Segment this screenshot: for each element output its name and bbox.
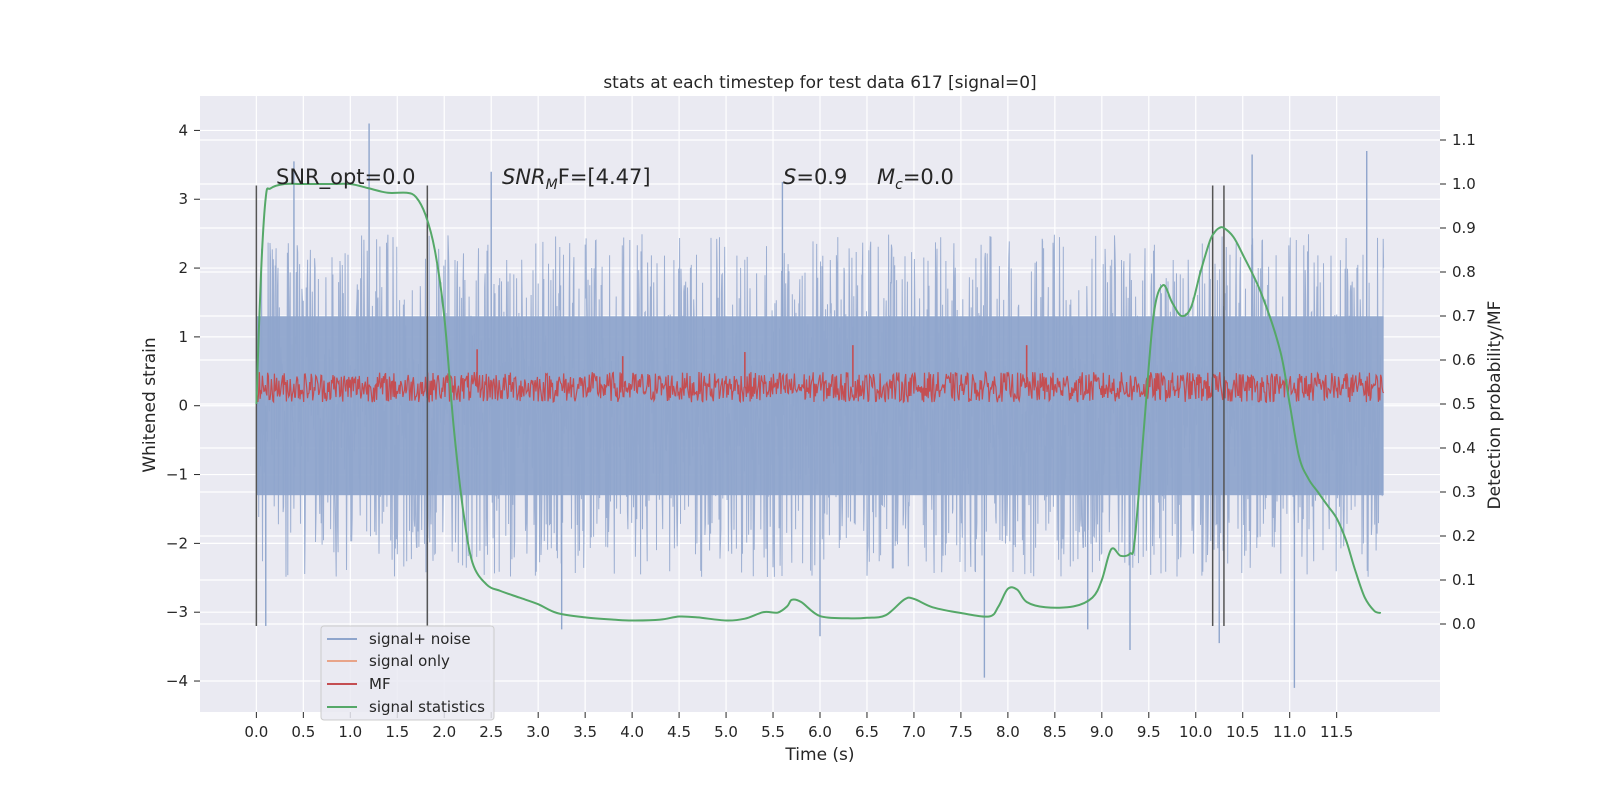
y-tick-label-right: 1.0 [1452, 175, 1476, 193]
annotation-mc-main: M [877, 165, 895, 189]
x-tick-label: 6.0 [808, 723, 832, 741]
annotation-mc-rest: =0.0 [903, 165, 954, 189]
y-tick-label-right: 0.8 [1452, 263, 1476, 281]
y-tick-label-right: 0.1 [1452, 571, 1476, 589]
x-tick-label: 0.0 [244, 723, 268, 741]
y-tick-label: −1 [166, 466, 188, 484]
annotation-snr-mf-main: SNR [502, 165, 546, 189]
x-tick-label: 11.5 [1320, 723, 1353, 741]
x-tick-label: 2.5 [479, 723, 503, 741]
y-tick-label: 2 [178, 259, 188, 277]
x-axis-label: Time (s) [784, 745, 854, 765]
x-tick-label: 4.5 [667, 723, 691, 741]
y-tick-label: −4 [166, 672, 188, 690]
annotation-snr-mf-sub: M [546, 177, 558, 193]
y-tick-label: 1 [178, 328, 188, 346]
y-tick-label-right: 0.3 [1452, 483, 1476, 501]
annotation-mc-sub: c [895, 177, 903, 193]
x-tick-label: 6.5 [855, 723, 879, 741]
y-tick-label-right: 0.5 [1452, 395, 1476, 413]
y-tick-label-right: 0.9 [1452, 219, 1476, 237]
legend-box [320, 625, 495, 721]
series-layer [255, 123, 1385, 688]
annotation-snr-mf: SNRMF=[4.47] [502, 165, 651, 193]
y-tick-label-right: 0.7 [1452, 307, 1476, 325]
chart-title: stats at each timestep for test data 617… [603, 73, 1036, 93]
annotation-snr-opt: SNR_opt=0.0 [276, 165, 416, 190]
series-mf-line [255, 370, 1385, 404]
legend: signal+ noise signal only MF signal stat… [320, 625, 495, 721]
axes-layer: 0.0 0.5 1.0 1.5 2.0 2.5 3.0 3.5 4.0 4.5 5.0 5.5 6.0 6… [166, 121, 1476, 741]
annotation-s-main: S [783, 165, 796, 189]
x-tick-label: 0.5 [291, 723, 315, 741]
y-tick-label: 3 [178, 190, 188, 208]
legend-label-mf: MF [369, 675, 391, 693]
y-tick-label: 4 [178, 121, 188, 139]
series-signal-statistics-line [255, 182, 1382, 622]
x-tick-label: 7.5 [949, 723, 973, 741]
annotations: SNR_opt=0.0 SNRMF=[4.47] S=0.9 Mc=0.0 [276, 165, 954, 193]
y-tick-label-right: 1.1 [1452, 131, 1476, 149]
x-tick-label: 4.0 [620, 723, 644, 741]
annotation-snr-mf-rest: F=[4.47] [558, 165, 651, 189]
annotation-mc: Mc=0.0 [877, 165, 954, 193]
y-tick-label-right: 0.2 [1452, 527, 1476, 545]
y-axis-label: Whitened strain [140, 337, 160, 472]
annotation-s-rest: =0.9 [796, 165, 847, 189]
annotation-s: S=0.9 [783, 165, 847, 189]
x-tick-label: 5.5 [761, 723, 785, 741]
x-tick-label: 11.0 [1273, 723, 1306, 741]
y-tick-label-right: 0.0 [1452, 615, 1476, 633]
x-tick-label: 3.0 [526, 723, 550, 741]
x-tick-label: 1.5 [385, 723, 409, 741]
x-tick-label: 1.0 [338, 723, 362, 741]
y-tick-label-right: 0.4 [1452, 439, 1476, 457]
x-tick-label: 2.0 [432, 723, 456, 741]
y-tick-label: 0 [178, 397, 188, 415]
legend-label-signal-only: signal only [369, 652, 450, 670]
y-tick-label: −2 [166, 534, 188, 552]
x-tick-label: 9.0 [1090, 723, 1114, 741]
x-tick-label: 7.0 [902, 723, 926, 741]
x-tick-label: 10.0 [1179, 723, 1212, 741]
x-tick-label: 9.5 [1137, 723, 1161, 741]
x-tick-label: 10.5 [1226, 723, 1259, 741]
y-tick-label-right: 0.6 [1452, 351, 1476, 369]
x-tick-label: 3.5 [573, 723, 597, 741]
legend-label-signal-statistics: signal statistics [369, 698, 485, 716]
legend-label-signal-noise: signal+ noise [369, 630, 471, 648]
x-tick-label: 8.0 [996, 723, 1020, 741]
x-tick-label: 8.5 [1043, 723, 1067, 741]
y-axis-label-right: Detection probability/MF [1485, 301, 1505, 510]
y-tick-label: −3 [166, 603, 188, 621]
x-tick-label: 5.0 [714, 723, 738, 741]
